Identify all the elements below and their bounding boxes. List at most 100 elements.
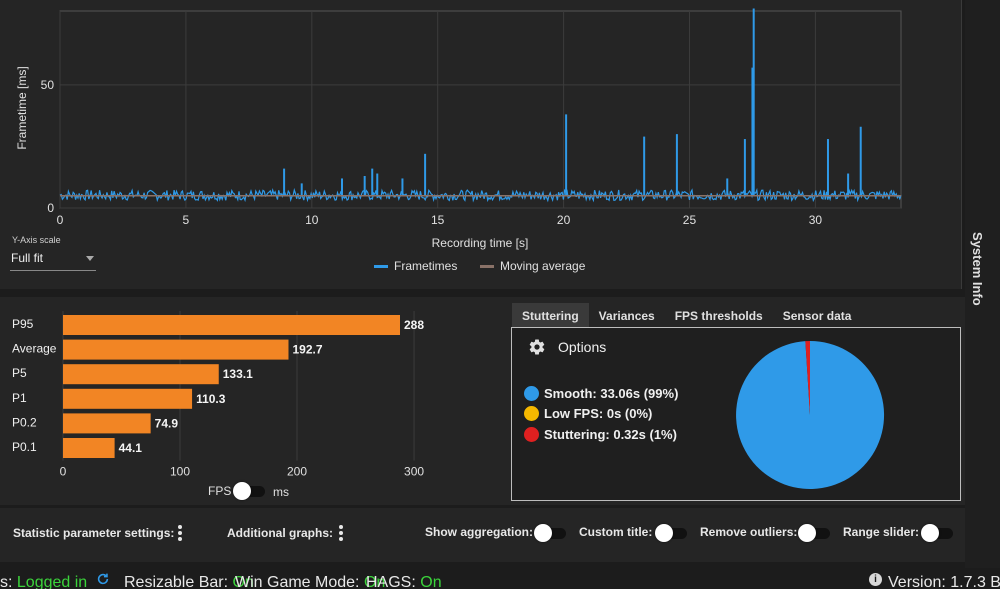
ms-toggle-label: ms (273, 485, 289, 499)
system-info-tab[interactable]: System Info (970, 232, 994, 312)
stat-label: Low FPS: (544, 406, 604, 421)
win-game-mode-value: On (363, 574, 386, 589)
chevron-down-icon (86, 256, 94, 261)
legend-moving-average[interactable]: Moving average (480, 259, 585, 273)
stuttering-pie-chart (736, 340, 885, 489)
x-tick-label: 15 (431, 213, 445, 227)
toggle-track (925, 528, 953, 539)
y-axis-scale-title: Y-Axis scale (12, 235, 61, 245)
x-tick-label: 25 (683, 213, 697, 227)
y-axis-scale-value: Full fit (11, 251, 44, 265)
info-icon[interactable]: i (869, 573, 882, 586)
fps-bar (63, 364, 219, 385)
resizable-bar-status: Resizable Bar: On (124, 574, 254, 589)
legend-swatch-moving-average (480, 264, 494, 268)
bar-x-tick-label: 300 (404, 465, 424, 479)
fps-bar (63, 388, 193, 409)
version-label: Version: (888, 574, 946, 589)
fps-bar (63, 315, 401, 335)
legend-label-frametimes: Frametimes (394, 259, 458, 273)
bar-category-label: P1 (12, 391, 27, 405)
toggle-track (237, 486, 265, 497)
legend-label-moving-average: Moving average (500, 259, 586, 273)
resizable-bar-label: Resizable Bar: (124, 574, 229, 589)
system-info-label: System Info (970, 232, 985, 306)
x-tick-label: 30 (809, 213, 823, 227)
system-info-panel[interactable] (965, 0, 1000, 568)
tab-fps-thresholds[interactable]: FPS thresholds (674, 309, 763, 323)
stat-label: Smooth: (544, 386, 597, 401)
show-aggregation-toggle[interactable] (534, 524, 568, 542)
tab-stuttering[interactable]: Stuttering (512, 303, 589, 327)
range-slider-label: Range slider: (843, 525, 920, 539)
bar-value-label: 192.7 (292, 343, 322, 357)
stat-value: 0.32s (1%) (613, 427, 677, 442)
bar-value-label: 74.9 (155, 416, 179, 430)
pie-slice-smooth (736, 340, 885, 489)
y-tick-label: 50 (41, 78, 55, 92)
fps-bar-chart: 0 100 200 300 P95 288 Average 192.7 P5 133.1 P1 110… (12, 311, 424, 479)
pie-slice-stuttering (805, 341, 810, 415)
hags-status: HAGS: On (366, 574, 442, 589)
x-tick-label: 0 (57, 213, 64, 227)
refresh-icon[interactable] (96, 572, 110, 586)
toggle-knob (655, 524, 673, 542)
stat-value: 33.06s (99%) (600, 386, 679, 401)
y-axis-label: Frametime [ms] (15, 66, 29, 149)
legend-frametimes[interactable]: Frametimes (374, 259, 457, 273)
remove-outliers-label: Remove outliers: (700, 525, 798, 539)
options-label: Options (558, 339, 607, 355)
bar-category-label: P0.1 (12, 440, 37, 454)
statistic-settings-label: Statistic parameter settings: (13, 526, 175, 540)
status-bar (0, 570, 1000, 589)
fps-ms-toggle[interactable] (233, 482, 267, 500)
gear-icon (529, 339, 545, 355)
version-status: Version: 1.7.3 Beta (888, 574, 1000, 589)
resizable-bar-value: On (232, 574, 254, 589)
toggle-knob (534, 524, 552, 542)
bar-category-label: P0.2 (12, 415, 37, 429)
x-tick-label: 5 (183, 213, 190, 227)
fps-toggle-label: FPS (208, 484, 232, 498)
bar-value-label: 44.1 (119, 441, 143, 455)
stuttering-dot-icon (524, 427, 539, 442)
bar-x-tick-label: 100 (170, 465, 190, 479)
win-game-mode-label: Win Game Mode: (235, 574, 360, 589)
fps-bar (63, 413, 151, 434)
x-tick-label: 20 (557, 213, 571, 227)
x-tick-label: 10 (305, 213, 319, 227)
x-axis-label: Recording time [s] (432, 236, 529, 250)
login-prefix: s: (0, 574, 13, 589)
statistic-settings-menu-icon[interactable] (178, 525, 182, 541)
stat-label: Stuttering: (544, 427, 610, 442)
version-value: 1.7.3 Beta (950, 574, 1000, 589)
custom-title-label: Custom title: (579, 525, 653, 539)
remove-outliers-toggle[interactable] (798, 524, 832, 542)
options-button[interactable]: Options (528, 338, 606, 356)
show-aggregation-label: Show aggregation: (425, 525, 533, 539)
custom-title-toggle[interactable] (655, 524, 689, 542)
hags-label: HAGS: (366, 574, 416, 589)
bar-category-label: P95 (12, 317, 34, 331)
y-axis-scale-dropdown[interactable]: Full fit (10, 249, 96, 271)
login-value: Logged in (16, 574, 88, 589)
additional-graphs-menu-icon[interactable] (339, 525, 343, 541)
tab-variances[interactable]: Variances (598, 309, 655, 323)
bar-x-tick-label: 200 (287, 465, 307, 479)
additional-graphs-label: Additional graphs: (227, 526, 333, 540)
analysis-tabs: Stuttering Variances FPS thresholds Sens… (512, 303, 861, 327)
login-status: s: Logged in (0, 574, 87, 589)
range-slider-toggle[interactable] (921, 524, 955, 542)
bar-value-label: 288 (404, 318, 424, 332)
toggle-track (538, 528, 566, 539)
tab-sensor-data[interactable]: Sensor data (782, 309, 852, 323)
frametime-chart: 0 5 10 15 20 25 30 0 50 Recording time [s] Frame… (15, 8, 902, 250)
toggle-knob (233, 482, 251, 500)
frametimes-series-line (59, 187, 902, 203)
stat-value: 0s (0%) (606, 406, 653, 421)
bar-value-label: 110.3 (196, 392, 226, 406)
bar-category-label: Average (12, 342, 57, 356)
bar-value-label: 133.1 (223, 367, 253, 381)
toggle-track (659, 528, 687, 539)
low-fps-dot-icon (524, 406, 539, 421)
